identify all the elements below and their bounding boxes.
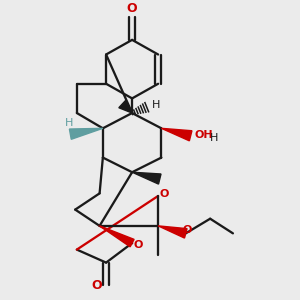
Polygon shape: [69, 128, 103, 139]
Text: O: O: [127, 2, 137, 14]
Text: H: H: [152, 100, 160, 110]
Polygon shape: [119, 100, 132, 113]
Polygon shape: [132, 172, 161, 184]
Text: O: O: [183, 225, 192, 235]
Text: H: H: [64, 118, 73, 128]
Text: O: O: [159, 189, 169, 199]
Polygon shape: [161, 128, 192, 141]
Text: OH: OH: [194, 130, 213, 140]
Polygon shape: [158, 226, 187, 238]
Text: O: O: [92, 279, 102, 292]
Text: O: O: [133, 240, 143, 250]
Text: H: H: [210, 134, 218, 143]
Polygon shape: [100, 226, 134, 247]
